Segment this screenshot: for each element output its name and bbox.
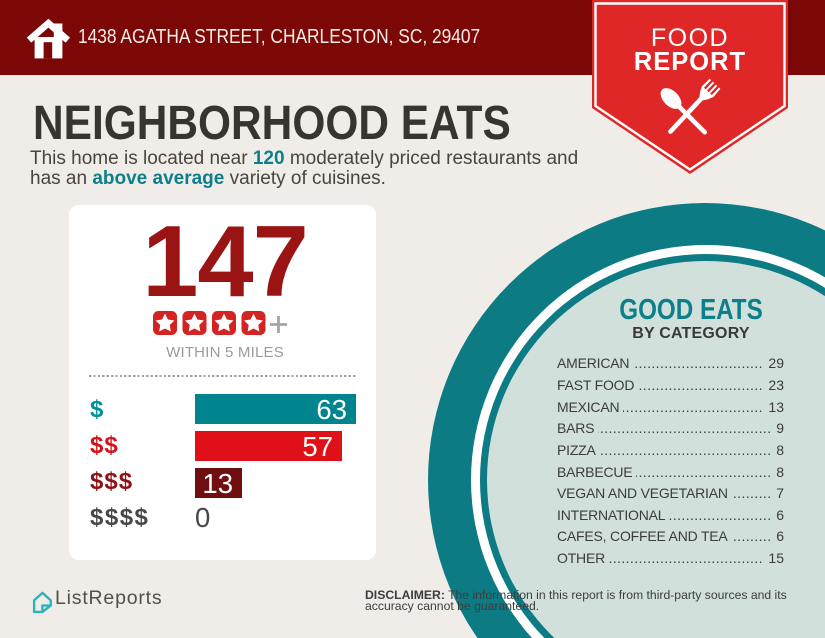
svg-text:FOOD: FOOD xyxy=(651,24,729,52)
svg-text:REPORT: REPORT xyxy=(634,48,746,76)
